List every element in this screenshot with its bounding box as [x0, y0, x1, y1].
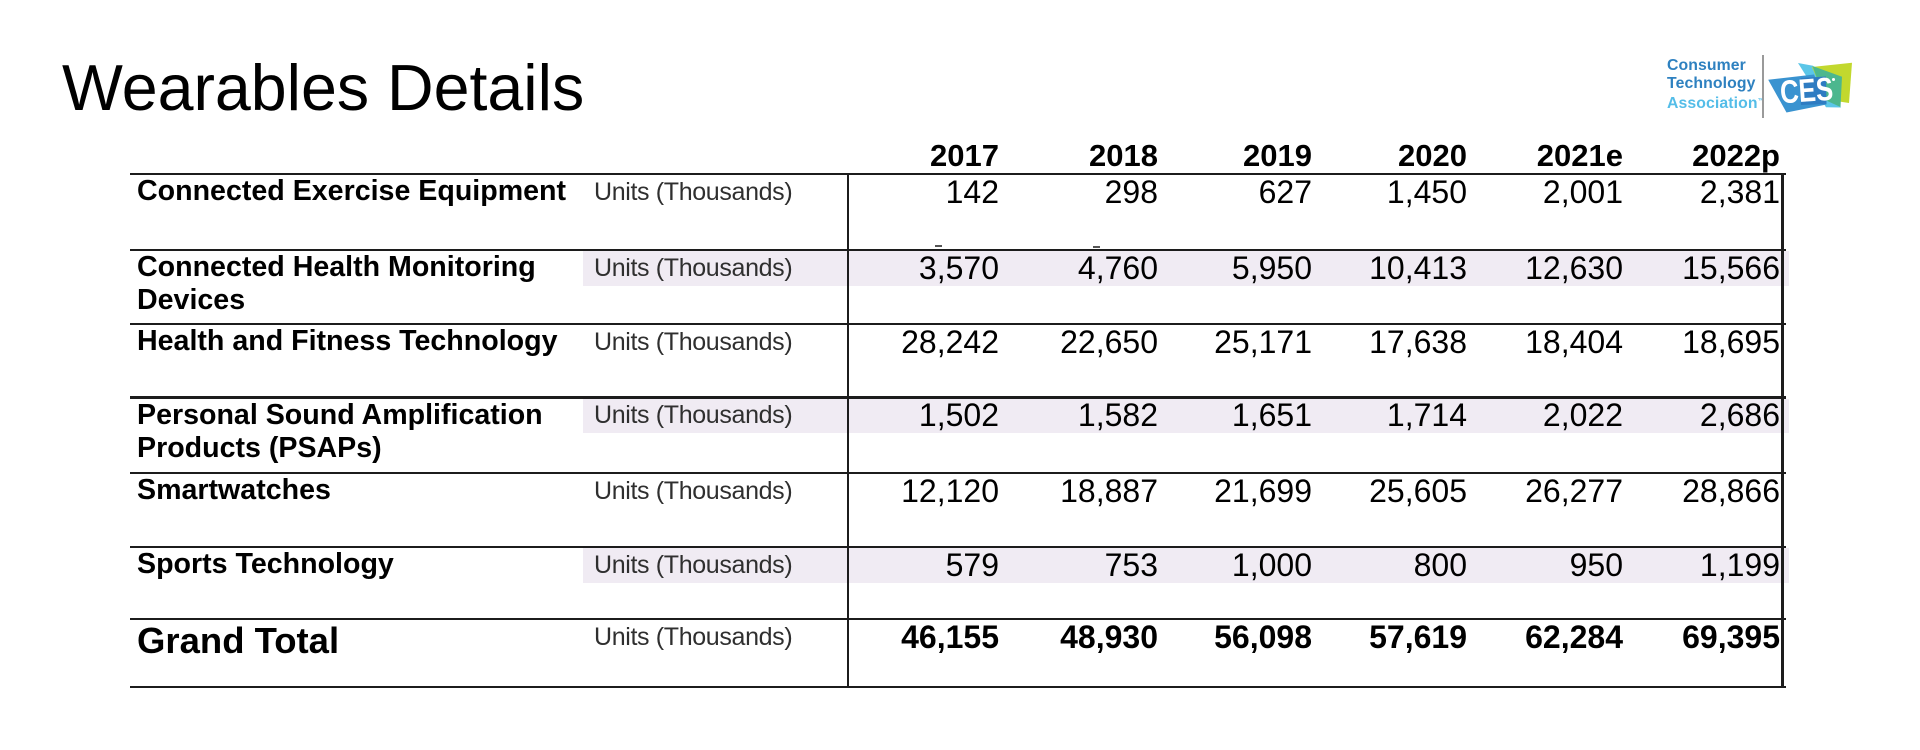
svg-text:CES: CES [1779, 71, 1834, 111]
